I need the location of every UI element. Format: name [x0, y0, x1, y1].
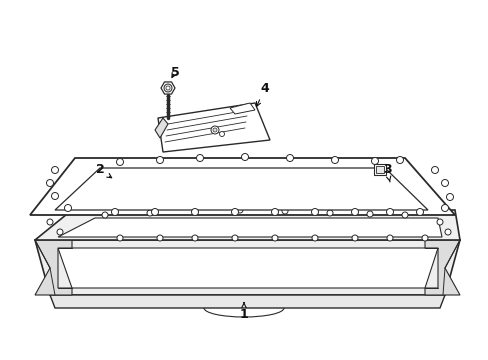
- Circle shape: [51, 166, 59, 174]
- Circle shape: [102, 212, 108, 218]
- Circle shape: [192, 235, 198, 241]
- Polygon shape: [161, 82, 175, 94]
- Circle shape: [282, 208, 287, 214]
- Text: 1: 1: [239, 303, 248, 321]
- Circle shape: [46, 180, 53, 186]
- Circle shape: [436, 219, 442, 225]
- Circle shape: [111, 208, 118, 216]
- Circle shape: [157, 235, 163, 241]
- Circle shape: [271, 235, 278, 241]
- Polygon shape: [55, 168, 427, 210]
- Circle shape: [47, 219, 53, 225]
- Circle shape: [116, 158, 123, 166]
- Circle shape: [441, 180, 447, 186]
- Text: 2: 2: [96, 163, 111, 178]
- Circle shape: [191, 208, 198, 216]
- Circle shape: [196, 154, 203, 162]
- Polygon shape: [35, 210, 459, 240]
- Circle shape: [401, 212, 407, 218]
- Polygon shape: [375, 166, 383, 173]
- Polygon shape: [158, 103, 269, 152]
- Circle shape: [331, 157, 338, 163]
- Circle shape: [430, 166, 438, 174]
- Text: 3: 3: [382, 163, 390, 182]
- Circle shape: [326, 210, 332, 216]
- Circle shape: [117, 235, 123, 241]
- Circle shape: [163, 84, 172, 92]
- Circle shape: [396, 157, 403, 163]
- Circle shape: [441, 204, 447, 211]
- Circle shape: [241, 153, 248, 161]
- Polygon shape: [30, 158, 454, 215]
- Circle shape: [446, 193, 452, 201]
- Polygon shape: [424, 240, 459, 295]
- Circle shape: [213, 128, 217, 132]
- Circle shape: [237, 207, 243, 213]
- Circle shape: [231, 235, 238, 241]
- Circle shape: [192, 208, 198, 214]
- Circle shape: [286, 154, 293, 162]
- Polygon shape: [155, 118, 168, 138]
- Circle shape: [444, 229, 450, 235]
- Circle shape: [151, 208, 158, 216]
- Polygon shape: [229, 103, 254, 114]
- Circle shape: [351, 235, 357, 241]
- Polygon shape: [58, 218, 441, 237]
- Circle shape: [351, 208, 358, 216]
- Circle shape: [311, 235, 317, 241]
- Circle shape: [57, 229, 63, 235]
- Circle shape: [156, 157, 163, 163]
- Circle shape: [219, 131, 224, 136]
- Circle shape: [51, 193, 59, 199]
- Circle shape: [311, 208, 318, 216]
- Polygon shape: [373, 164, 385, 175]
- Text: 4: 4: [256, 81, 269, 106]
- Circle shape: [366, 211, 372, 217]
- Circle shape: [231, 208, 238, 216]
- Circle shape: [421, 235, 427, 241]
- Circle shape: [165, 86, 170, 90]
- Circle shape: [64, 204, 71, 211]
- Polygon shape: [35, 240, 459, 295]
- Polygon shape: [50, 295, 444, 308]
- Circle shape: [147, 210, 153, 216]
- Polygon shape: [58, 248, 437, 288]
- Polygon shape: [35, 240, 72, 295]
- Circle shape: [210, 126, 219, 134]
- Text: 5: 5: [170, 66, 179, 78]
- Circle shape: [386, 235, 392, 241]
- Circle shape: [386, 208, 393, 216]
- Circle shape: [416, 208, 423, 216]
- Circle shape: [271, 208, 278, 216]
- Circle shape: [371, 157, 378, 165]
